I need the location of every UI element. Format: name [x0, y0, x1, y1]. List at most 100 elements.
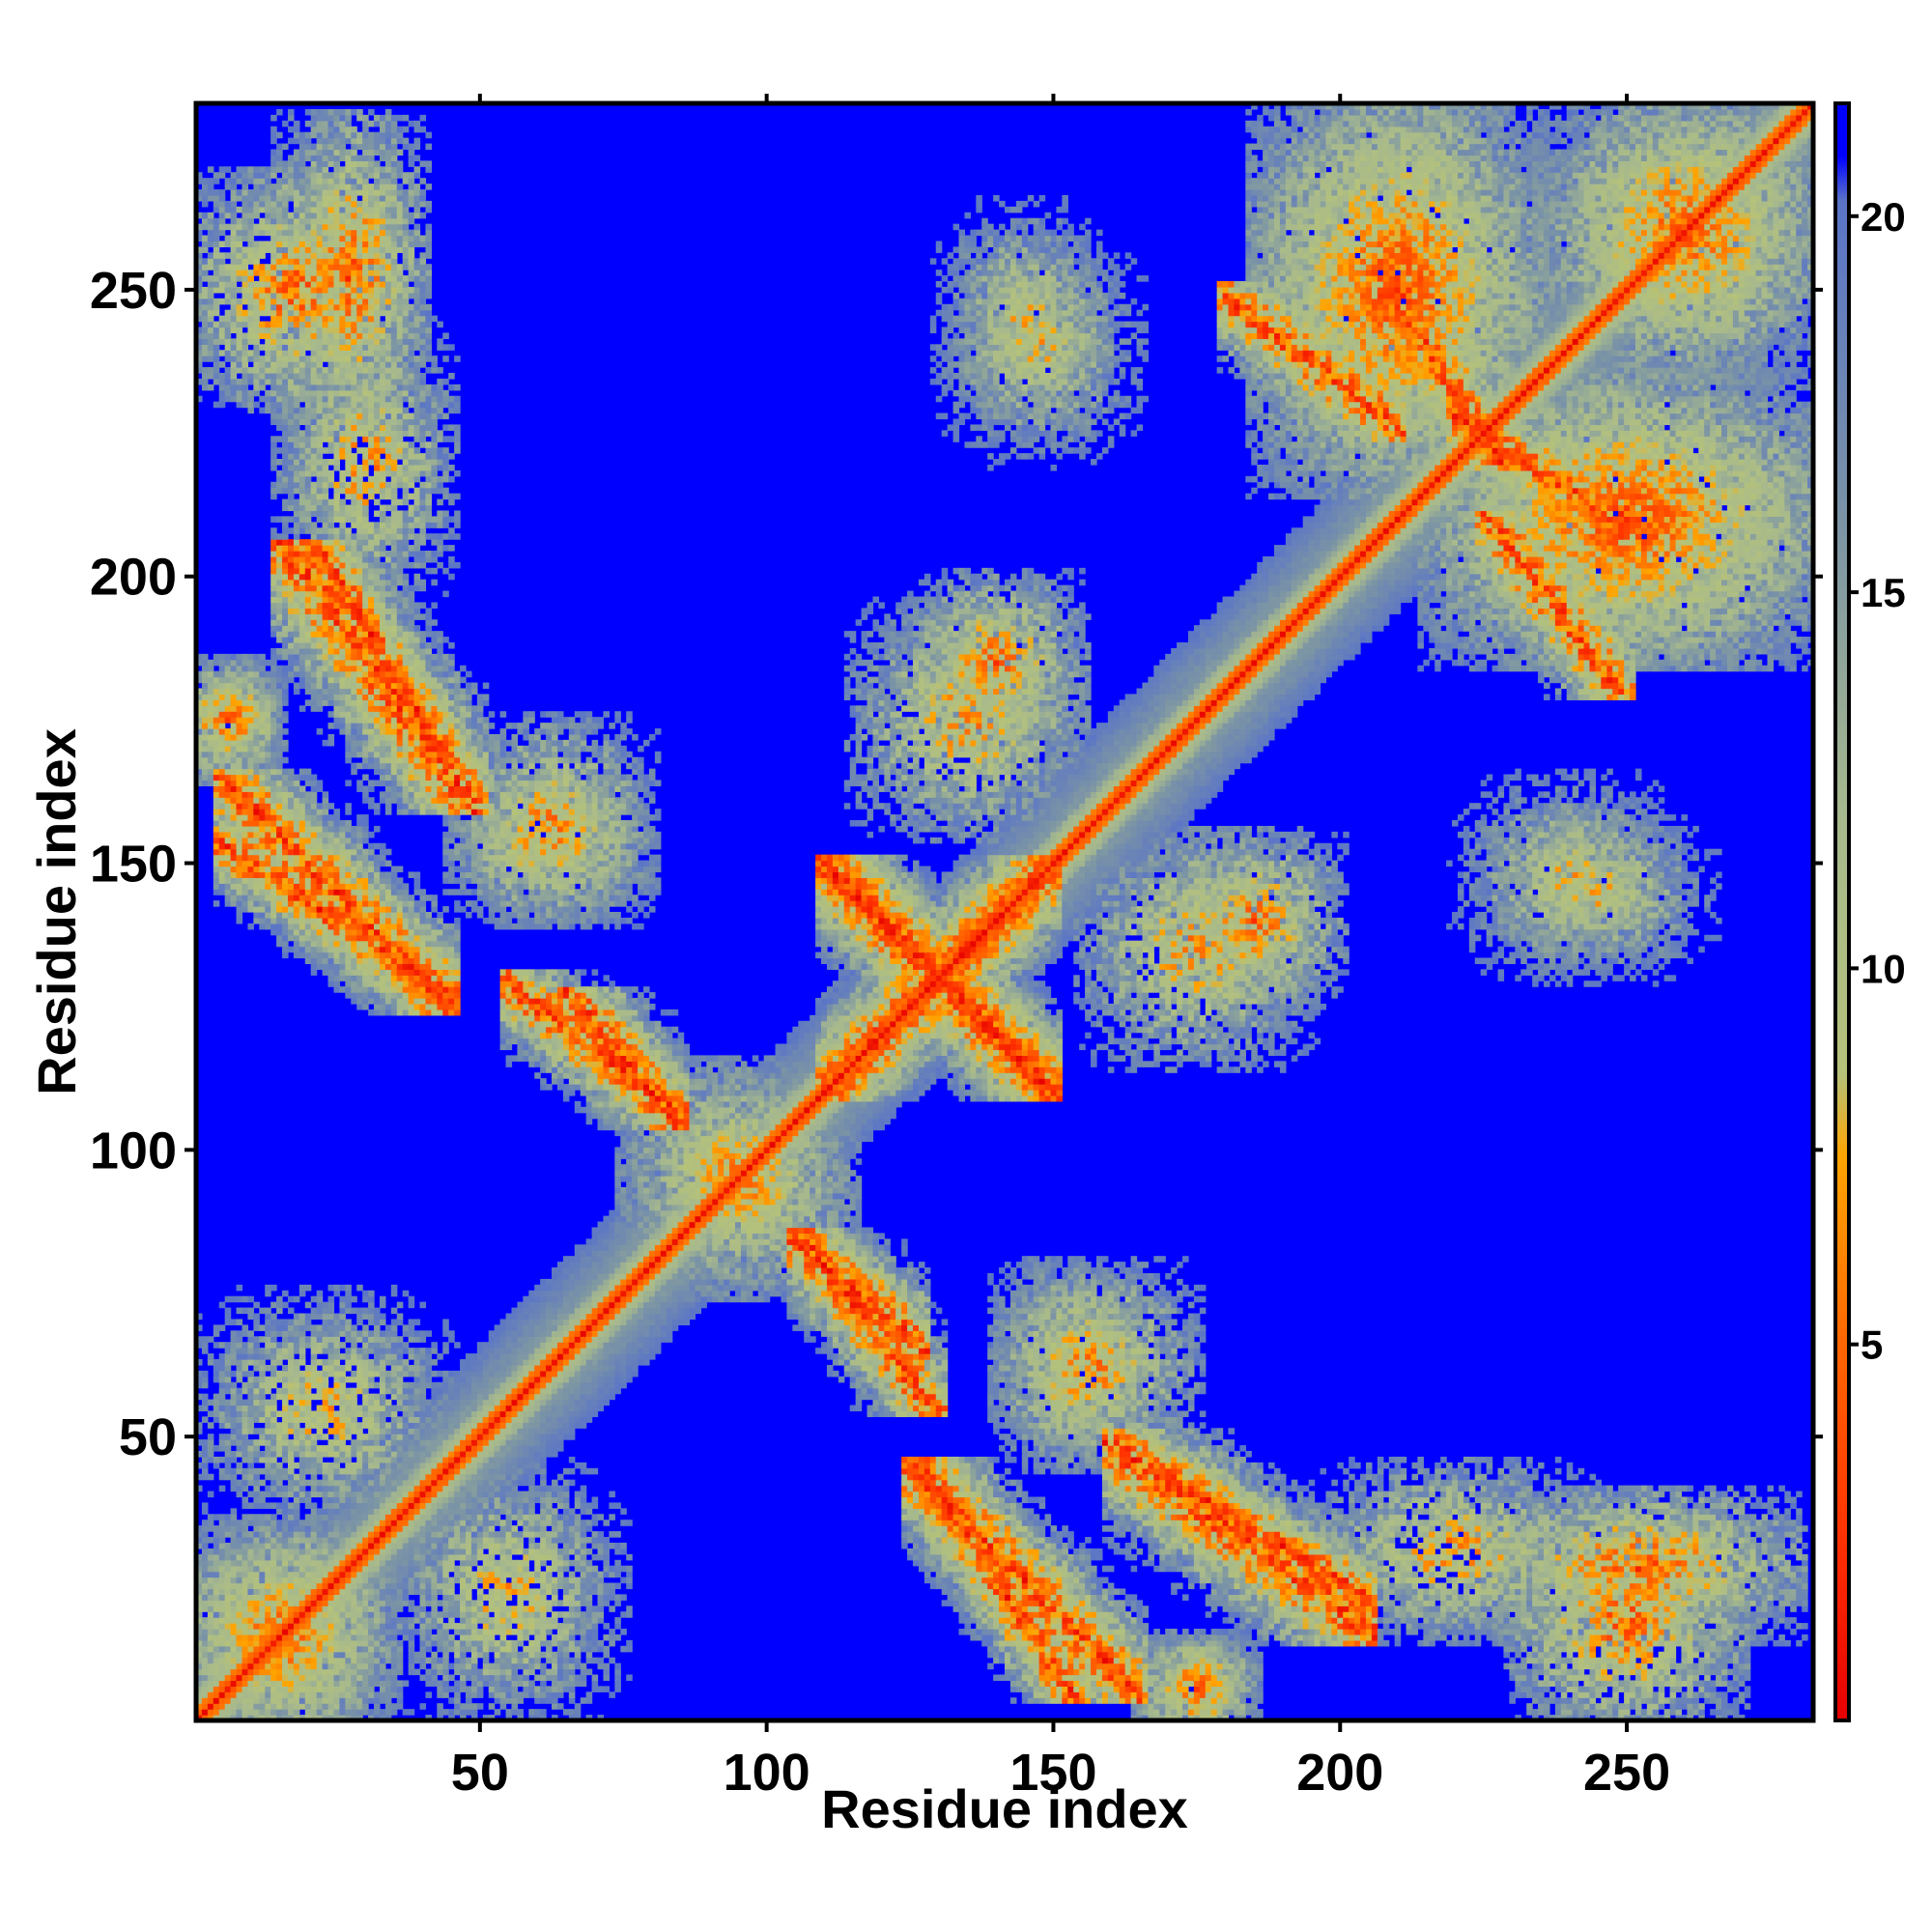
heatmap-cell: [231, 1520, 238, 1526]
heatmap-cell: [328, 1406, 335, 1412]
heatmap-cell: [259, 1451, 266, 1458]
heatmap-cell: [276, 889, 283, 895]
heatmap-cell: [311, 121, 318, 128]
heatmap-cell: [202, 734, 209, 741]
heatmap-cell: [276, 820, 283, 827]
heatmap-cell: [237, 820, 243, 827]
heatmap-cell: [288, 637, 295, 643]
heatmap-cell: [317, 900, 324, 907]
heatmap-cell: [317, 1531, 324, 1538]
heatmap-cell: [242, 338, 248, 345]
heatmap-cell: [276, 1605, 283, 1612]
heatmap-cell: [323, 275, 329, 282]
heatmap-cell: [202, 1577, 209, 1584]
heatmap-cell: [328, 1594, 335, 1601]
heatmap-cell: [288, 298, 295, 305]
heatmap-cell: [294, 184, 300, 190]
heatmap-cell: [237, 740, 243, 747]
heatmap-cell: [225, 287, 232, 294]
heatmap-cell: [323, 1330, 329, 1337]
heatmap-cell: [294, 1463, 300, 1469]
heatmap-cell: [270, 287, 277, 294]
heatmap-cell: [219, 1669, 226, 1676]
heatmap-cell: [288, 832, 295, 838]
heatmap-cell: [317, 1382, 324, 1389]
heatmap-cell: [202, 178, 209, 185]
heatmap-cell: [328, 1663, 335, 1670]
heatmap-cell: [213, 683, 220, 690]
heatmap-cell: [323, 666, 329, 672]
heatmap-cell: [208, 1617, 214, 1624]
heatmap-cell: [253, 1703, 260, 1710]
heatmap-cell: [270, 230, 277, 237]
heatmap-cell: [259, 189, 266, 196]
heatmap-cell: [317, 298, 324, 305]
heatmap-cell: [270, 1703, 277, 1710]
heatmap-cell: [259, 918, 266, 924]
heatmap-cell: [282, 1600, 289, 1606]
heatmap-cell: [294, 1400, 300, 1406]
heatmap-cell: [253, 373, 260, 380]
heatmap-cell: [311, 1691, 318, 1698]
heatmap-cell: [276, 814, 283, 821]
heatmap-cell: [237, 666, 243, 672]
heatmap-cell: [311, 424, 318, 431]
heatmap-cell: [219, 889, 226, 895]
heatmap-cell: [299, 1468, 306, 1475]
heatmap-cell: [213, 322, 220, 328]
heatmap-cell: [219, 1686, 226, 1692]
heatmap-cell: [311, 1336, 318, 1343]
heatmap-cell: [323, 877, 329, 884]
heatmap-cell: [270, 293, 277, 299]
heatmap-cell: [311, 1600, 318, 1606]
heatmap-cell: [237, 310, 243, 317]
heatmap-cell: [270, 390, 277, 397]
heatmap-cell: [237, 396, 243, 403]
heatmap-cell: [276, 1324, 283, 1331]
heatmap-cell: [202, 1560, 209, 1567]
heatmap-cell: [231, 843, 238, 850]
heatmap-cell: [323, 855, 329, 862]
heatmap-cell: [225, 1457, 232, 1463]
heatmap-cell: [317, 941, 324, 948]
heatmap-cell: [294, 1531, 300, 1538]
heatmap-cell: [237, 287, 243, 294]
heatmap-cell: [253, 241, 260, 247]
heatmap-cell: [294, 551, 300, 557]
heatmap-cell: [253, 861, 260, 867]
heatmap-cell: [259, 1365, 266, 1372]
heatmap-cell: [225, 1353, 232, 1360]
heatmap-cell: [225, 1703, 232, 1710]
heatmap-cell: [282, 746, 289, 753]
heatmap-cell: [323, 556, 329, 563]
heatmap-cell: [288, 580, 295, 586]
heatmap-cell: [294, 1697, 300, 1704]
heatmap-cell: [288, 230, 295, 237]
heatmap-cell: [237, 1410, 243, 1417]
heatmap-cell: [282, 912, 289, 919]
heatmap-cell: [265, 1410, 271, 1417]
heatmap-cell: [299, 1543, 306, 1549]
heatmap-cell: [294, 912, 300, 919]
heatmap-cell: [288, 494, 295, 500]
heatmap-cell: [237, 402, 243, 409]
heatmap-cell: [219, 252, 226, 259]
heatmap-cell: [294, 1594, 300, 1601]
heatmap-cell: [299, 1342, 306, 1349]
heatmap-cell: [299, 900, 306, 907]
heatmap-cell: [237, 849, 243, 856]
heatmap-cell: [305, 230, 312, 237]
heatmap-cell: [242, 861, 248, 867]
heatmap-cell: [213, 195, 220, 202]
heatmap-cell: [242, 1434, 248, 1440]
heatmap-cell: [282, 895, 289, 901]
heatmap-cell: [213, 734, 220, 741]
heatmap-cell: [213, 671, 220, 678]
heatmap-cell: [213, 861, 220, 867]
heatmap-cell: [270, 127, 277, 133]
heatmap-cell: [208, 213, 214, 219]
heatmap-cell: [213, 1560, 220, 1567]
heatmap-cell: [213, 752, 220, 758]
heatmap-cell: [259, 1623, 266, 1630]
heatmap-cell: [305, 1468, 312, 1475]
